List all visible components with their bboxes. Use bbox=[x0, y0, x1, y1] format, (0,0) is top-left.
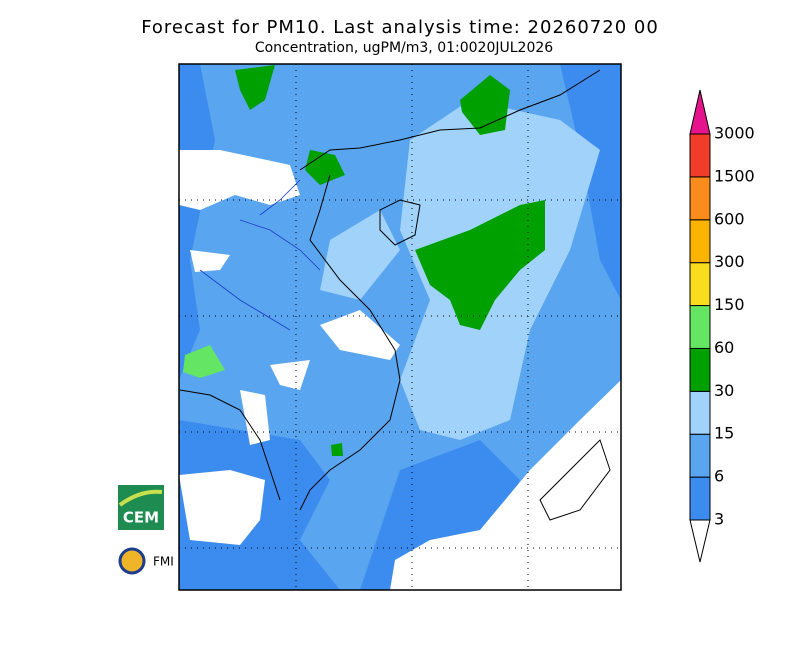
colorbar-segment bbox=[689, 347, 711, 392]
colorbar-label: 600 bbox=[714, 209, 745, 228]
colorbar-label: 1500 bbox=[714, 166, 755, 185]
title: Forecast for PM10. Last analysis time: 2… bbox=[141, 17, 659, 38]
subtitle: Concentration, ugPM/m3, 01:0020JUL2026 bbox=[255, 40, 553, 56]
colorbar: 3 6 15 30 60 150 300 600 1500 3000 bbox=[689, 89, 755, 563]
colorbar-label: 6 bbox=[714, 467, 724, 486]
colorbar-under bbox=[689, 519, 711, 563]
colorbar-label: 15 bbox=[714, 424, 734, 443]
colorbar-segment bbox=[689, 390, 711, 435]
colorbar-segment bbox=[689, 476, 711, 521]
colorbar-label: 150 bbox=[714, 295, 745, 314]
map bbox=[178, 63, 622, 591]
colorbar-segment bbox=[689, 219, 711, 264]
colorbar-segment bbox=[689, 262, 711, 307]
colorbar-segment bbox=[689, 305, 711, 349]
colorbar-segment bbox=[689, 133, 711, 178]
colorbar-over bbox=[689, 89, 711, 135]
fmi-text: FMI bbox=[153, 555, 174, 569]
colorbar-label: 300 bbox=[714, 252, 745, 271]
colorbar-label: 3000 bbox=[714, 124, 755, 143]
colorbar-label: 30 bbox=[714, 381, 734, 400]
colorbar-label: 3 bbox=[714, 510, 724, 529]
colorbar-label: 60 bbox=[714, 338, 734, 357]
cem-text: CEM bbox=[123, 509, 159, 527]
colorbar-segment bbox=[689, 433, 711, 478]
colorbar-segment bbox=[689, 176, 711, 221]
cem-logo: CEM bbox=[118, 485, 164, 530]
fmi-logo: FMI bbox=[118, 547, 174, 575]
